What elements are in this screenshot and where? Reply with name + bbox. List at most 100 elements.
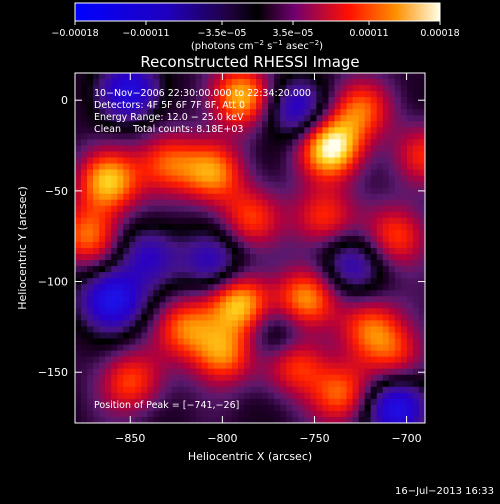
heatmap-cell [364, 398, 372, 406]
heatmap-cell [201, 362, 209, 370]
heatmap-cell [328, 205, 336, 213]
heatmap-cell [225, 199, 233, 207]
heatmap-cell [322, 103, 330, 110]
heatmap-cell [310, 410, 317, 418]
heatmap-cell [111, 223, 118, 231]
heatmap-cell [159, 296, 167, 303]
heatmap-cell [195, 410, 203, 418]
heatmap-cell [400, 73, 408, 80]
heatmap-cell [346, 278, 354, 285]
heatmap-cell [189, 260, 197, 267]
heatmap-cell [195, 115, 203, 122]
heatmap-cell [340, 254, 348, 261]
heatmap-cell [129, 380, 136, 388]
heatmap-cell [147, 332, 155, 340]
heatmap-cell [213, 326, 221, 334]
heatmap-cell [310, 175, 317, 183]
heatmap-cell [394, 115, 402, 122]
heatmap-cell [418, 344, 425, 352]
heatmap-cell [117, 380, 124, 388]
heatmap-cell [394, 169, 402, 177]
heatmap-cell [147, 302, 155, 309]
heatmap-cell [382, 410, 390, 418]
heatmap-cell [129, 193, 136, 201]
heatmap-cell [129, 85, 136, 92]
heatmap-cell [412, 374, 420, 382]
heatmap-cell [286, 223, 293, 231]
heatmap-cell [189, 398, 197, 406]
heatmap-cell [250, 266, 257, 273]
heatmap-cell [153, 139, 161, 147]
heatmap-cell [292, 103, 299, 110]
heatmap-cell [298, 121, 305, 128]
heatmap-cell [237, 175, 245, 183]
heatmap-cell [135, 296, 142, 303]
heatmap-cell [400, 284, 408, 291]
heatmap-cell [225, 326, 233, 334]
heatmap-cell [262, 211, 269, 219]
heatmap-cell [231, 386, 239, 394]
heatmap-cell [153, 266, 161, 273]
heatmap-cell [388, 241, 396, 249]
heatmap-cell [189, 181, 197, 189]
heatmap-cell [195, 260, 203, 267]
heatmap-cell [250, 199, 257, 207]
heatmap-cell [382, 187, 390, 195]
heatmap-cell [111, 73, 118, 80]
heatmap-cell [322, 79, 330, 86]
heatmap-cell [364, 266, 372, 273]
heatmap-cell [406, 368, 414, 376]
heatmap-cell [316, 308, 324, 315]
heatmap-cell [159, 121, 167, 128]
heatmap-cell [268, 223, 275, 231]
heatmap-cell [346, 308, 354, 315]
heatmap-cell [159, 205, 167, 213]
heatmap-cell [328, 260, 336, 267]
heatmap-cell [93, 181, 100, 189]
heatmap-cell [388, 163, 396, 171]
heatmap-cell [358, 302, 366, 309]
heatmap-cell [262, 326, 269, 334]
heatmap-cell [147, 151, 155, 159]
heatmap-cell [213, 356, 221, 364]
heatmap-cell [183, 410, 191, 418]
heatmap-cell [394, 163, 402, 171]
heatmap-cell [274, 115, 281, 122]
heatmap-cell [394, 193, 402, 201]
heatmap-cell [394, 248, 402, 255]
heatmap-cell [334, 241, 342, 249]
heatmap-cell [268, 115, 275, 122]
heatmap-cell [147, 73, 155, 80]
heatmap-cell [412, 79, 420, 86]
heatmap-cell [340, 362, 348, 370]
heatmap-cell [412, 278, 420, 285]
heatmap-cell [123, 91, 130, 98]
heatmap-cell [159, 278, 167, 285]
heatmap-cell [292, 332, 299, 340]
heatmap-cell [388, 308, 396, 315]
heatmap-cell [105, 344, 112, 352]
heatmap-cell [153, 344, 161, 352]
heatmap-cell [298, 229, 305, 237]
heatmap-cell [250, 127, 257, 134]
heatmap-cell [213, 169, 221, 177]
heatmap-cell [201, 241, 209, 249]
heatmap-cell [201, 248, 209, 255]
heatmap-cell [207, 362, 215, 370]
heatmap-cell [105, 139, 112, 147]
heatmap-cell [394, 308, 402, 315]
heatmap-cell [207, 133, 215, 140]
heatmap-cell [213, 139, 221, 147]
heatmap-cell [135, 380, 142, 388]
heatmap-cell [322, 115, 330, 122]
heatmap-cell [406, 380, 414, 388]
heatmap-cell [292, 151, 299, 159]
heatmap-cell [153, 314, 161, 322]
heatmap-cell [195, 362, 203, 370]
heatmap-cell [207, 157, 215, 165]
heatmap-cell [195, 266, 203, 273]
heatmap-cell [322, 326, 330, 334]
heatmap-cell [316, 272, 324, 279]
heatmap-cell [406, 332, 414, 340]
heatmap-cell [183, 235, 191, 243]
